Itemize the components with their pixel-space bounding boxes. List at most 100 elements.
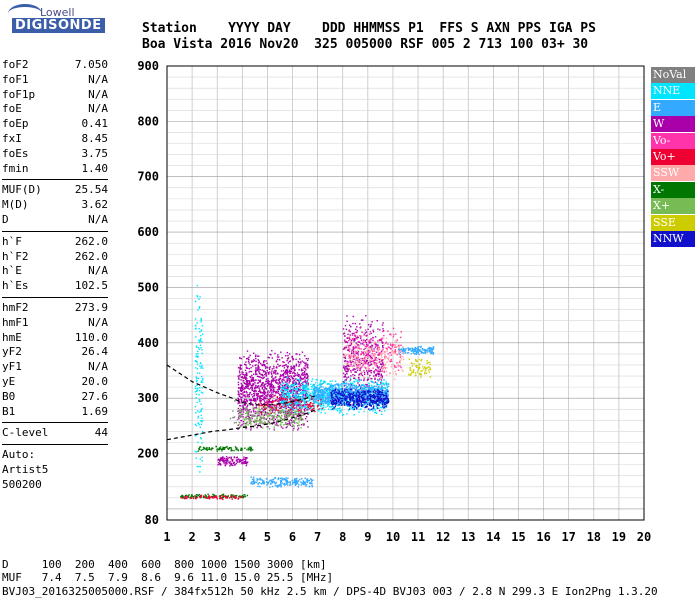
echo-point xyxy=(286,365,287,366)
echo-point xyxy=(299,479,300,480)
echo-point xyxy=(358,357,359,358)
echo-point xyxy=(218,459,219,460)
echo-point xyxy=(305,379,306,380)
echo-point xyxy=(323,409,324,410)
echo-point xyxy=(295,398,296,399)
echo-point xyxy=(297,391,298,392)
echo-point xyxy=(350,377,351,378)
echo-point xyxy=(368,352,369,353)
echo-point xyxy=(297,392,298,393)
echo-point xyxy=(277,389,278,390)
echo-point xyxy=(303,396,304,397)
echo-point xyxy=(433,352,434,353)
echo-point xyxy=(370,380,371,381)
echo-point xyxy=(274,404,275,405)
echo-point xyxy=(201,380,202,381)
echo-point xyxy=(292,372,293,373)
echo-point xyxy=(279,379,280,380)
echo-point xyxy=(253,353,254,354)
echo-point xyxy=(287,352,288,353)
echo-point xyxy=(381,411,382,412)
echo-point xyxy=(366,331,367,332)
echo-point xyxy=(353,393,354,394)
echo-point xyxy=(202,431,203,432)
echo-point xyxy=(277,425,278,426)
echo-point xyxy=(276,379,277,380)
echo-point xyxy=(382,345,383,346)
echo-point xyxy=(307,414,308,415)
echo-point xyxy=(311,483,312,484)
echo-point xyxy=(298,486,299,487)
echo-point xyxy=(356,396,357,397)
echo-point xyxy=(241,365,242,366)
echo-point xyxy=(365,315,366,316)
echo-point xyxy=(366,342,367,343)
echo-point xyxy=(239,372,240,373)
echo-point xyxy=(424,349,425,350)
echo-point xyxy=(364,357,365,358)
echo-point xyxy=(377,396,378,397)
echo-point xyxy=(340,393,341,394)
echo-point xyxy=(287,484,288,485)
echo-point xyxy=(367,404,368,405)
echo-point xyxy=(285,370,286,371)
echo-point xyxy=(321,412,322,413)
echo-point xyxy=(202,392,203,393)
echo-point xyxy=(299,381,300,382)
echo-point xyxy=(384,406,385,407)
echo-point xyxy=(260,392,261,393)
echo-point xyxy=(298,414,299,415)
echo-point xyxy=(365,389,366,390)
echo-point xyxy=(285,355,286,356)
echo-point xyxy=(289,397,290,398)
echo-point xyxy=(313,402,314,403)
echo-point xyxy=(346,389,347,390)
echo-point xyxy=(223,461,224,462)
echo-point xyxy=(400,337,401,338)
echo-point xyxy=(277,359,278,360)
echo-point xyxy=(201,366,202,367)
echo-point xyxy=(277,373,278,374)
echo-point xyxy=(296,396,297,397)
echo-point xyxy=(433,346,434,347)
echo-point xyxy=(279,382,280,383)
echo-point xyxy=(411,353,412,354)
echo-point xyxy=(293,409,294,410)
echo-point xyxy=(285,477,286,478)
echo-point xyxy=(282,428,283,429)
echo-point xyxy=(371,338,372,339)
echo-point xyxy=(374,389,375,390)
echo-point xyxy=(292,384,293,385)
echo-point xyxy=(369,410,370,411)
echo-point xyxy=(301,424,302,425)
echo-point xyxy=(367,380,368,381)
echo-point xyxy=(280,352,281,353)
echo-point xyxy=(386,385,387,386)
echo-point xyxy=(282,365,283,366)
echo-point xyxy=(387,402,388,403)
echo-point xyxy=(241,399,242,400)
echo-point xyxy=(364,391,365,392)
echo-point xyxy=(265,392,266,393)
echo-point xyxy=(302,397,303,398)
echo-point xyxy=(252,483,253,484)
echo-point xyxy=(272,387,273,388)
echo-point xyxy=(299,394,300,395)
echo-point xyxy=(243,409,244,410)
echo-point xyxy=(255,370,256,371)
echo-point xyxy=(241,462,242,463)
echo-point xyxy=(338,401,339,402)
echo-point xyxy=(201,418,202,419)
echo-point xyxy=(345,400,346,401)
echo-point xyxy=(257,369,258,370)
echo-point xyxy=(259,398,260,399)
echo-point xyxy=(408,352,409,353)
echo-point xyxy=(323,405,324,406)
echo-point xyxy=(386,342,387,343)
echo-point xyxy=(305,485,306,486)
echo-point xyxy=(250,367,251,368)
echo-point xyxy=(318,389,319,390)
echo-point xyxy=(258,369,259,370)
echo-point xyxy=(247,394,248,395)
echo-point xyxy=(378,368,379,369)
